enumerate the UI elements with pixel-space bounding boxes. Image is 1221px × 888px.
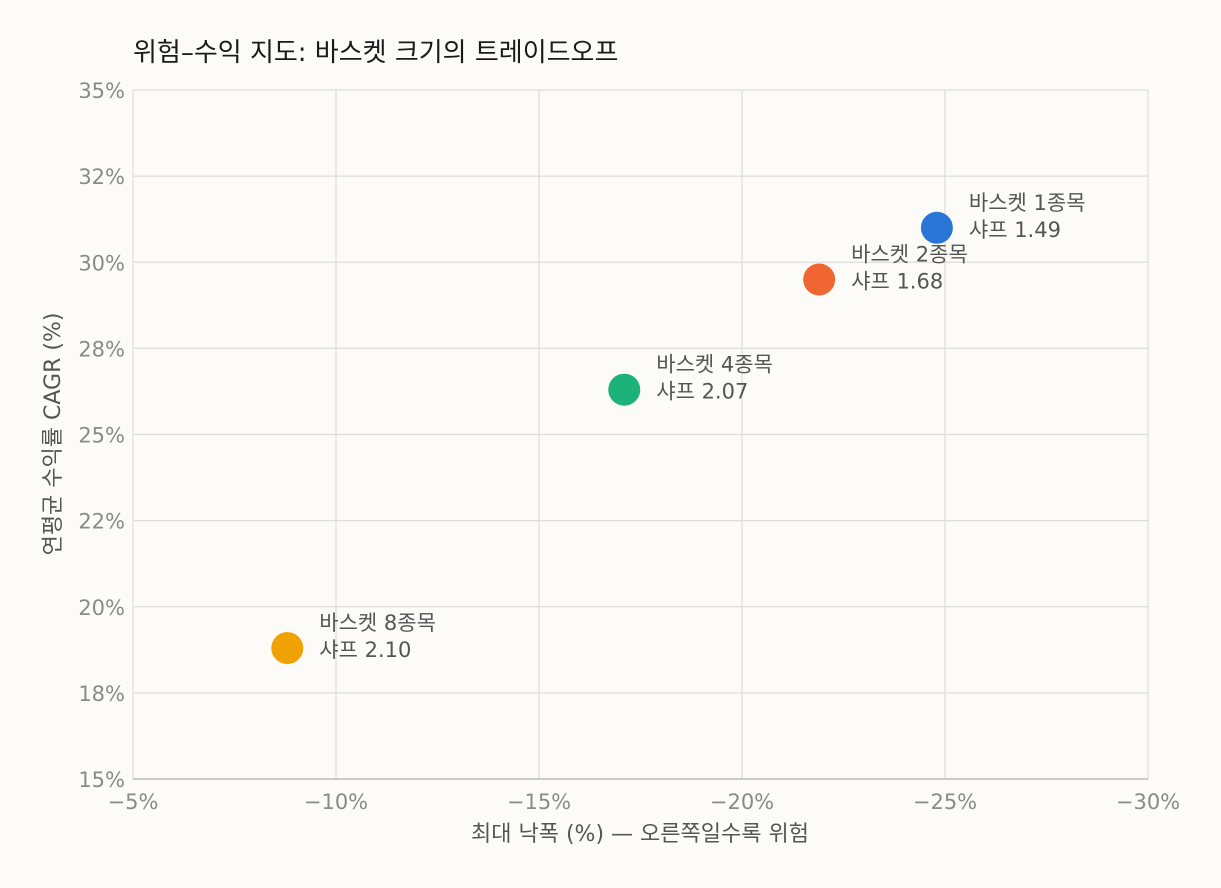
data-point [920, 211, 953, 244]
point-label: 바스켓 8종목 [319, 611, 436, 635]
point-sharpe-label: 샤프 1.68 [851, 269, 943, 293]
y-tick-label: 20% [78, 596, 125, 620]
x-tick-label: −15% [507, 790, 571, 814]
y-tick-label: 22% [78, 510, 125, 534]
data-point [803, 263, 836, 296]
y-tick-label: 15% [78, 768, 125, 792]
data-point [271, 632, 304, 665]
point-label: 바스켓 1종목 [969, 191, 1086, 215]
x-axis-label: 최대 낙폭 (%) — 오른쪽일수록 위험 [471, 822, 809, 847]
y-tick-label: 18% [78, 682, 125, 706]
x-tick-label: −5% [108, 790, 159, 814]
x-tick-label: −20% [710, 790, 774, 814]
y-tick-labels: 15% 18% 20% 22% 25% 28% 30% 32% 35% [78, 79, 125, 792]
y-tick-label: 30% [78, 251, 125, 275]
point-label: 바스켓 4종목 [656, 353, 773, 377]
x-tick-label: −25% [913, 790, 977, 814]
x-tick-label: −10% [304, 790, 368, 814]
y-tick-label: 28% [78, 337, 125, 361]
grid [132, 89, 1149, 780]
y-tick-label: 35% [78, 79, 125, 103]
x-tick-label: −30% [1116, 790, 1180, 814]
x-tick-labels: −5% −10% −15% −20% −25% −30% [108, 790, 1181, 814]
point-label: 바스켓 2종목 [851, 242, 968, 266]
y-tick-label: 25% [78, 424, 125, 448]
y-axis-label: 연평균 수익률 CAGR (%) [41, 313, 66, 556]
point-sharpe-label: 샤프 2.10 [319, 638, 411, 662]
point-sharpe-label: 샤프 2.07 [656, 380, 748, 404]
y-tick-label: 32% [78, 165, 125, 189]
point-sharpe-label: 샤프 1.49 [969, 218, 1061, 242]
data-point [608, 373, 641, 406]
chart-title: 위험–수익 지도: 바스켓 크기의 트레이드오프 [133, 38, 618, 68]
